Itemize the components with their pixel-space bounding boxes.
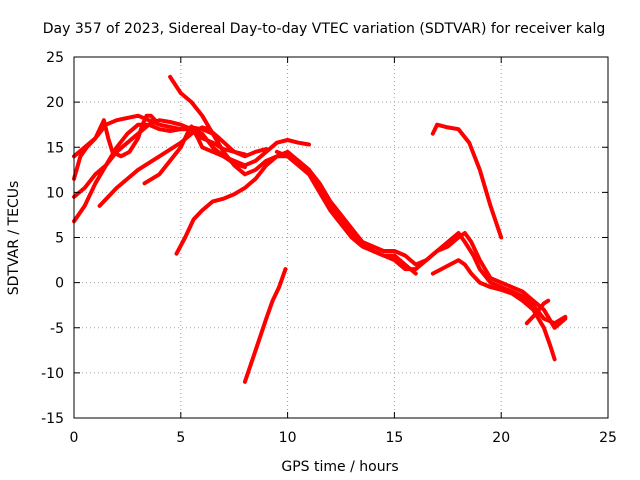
y-tick-label: -15 [41,411,64,427]
chart-title: Day 357 of 2023, Sidereal Day-to-day VTE… [43,21,605,37]
axis-ticks [73,56,609,419]
series-line-arc-6 [142,124,247,186]
x-tick-label: 0 [70,430,79,446]
x-tick-label: 25 [599,430,617,446]
series-line-arc-10 [430,258,557,362]
data-series [72,74,568,384]
y-axis-label: SDTVAR / TECUs [6,181,22,296]
series-line-arc-7 [168,74,418,276]
grid-lines [74,57,608,418]
y-tick-label: 0 [55,276,64,292]
y-tick-label: -5 [50,321,64,337]
series-line-arc-12 [242,267,288,384]
x-tick-label: 5 [176,430,185,446]
series-line-arc-13 [430,122,504,240]
x-axis-label: GPS time / hours [281,459,398,475]
y-tick-label: 15 [46,140,64,156]
series-line-arc-9 [274,149,568,330]
y-tick-label: 5 [55,231,64,247]
series-line-arc-11 [524,298,551,326]
series-line-arc-5 [97,125,269,208]
y-tick-label: -10 [41,366,64,382]
x-tick-label: 20 [492,430,510,446]
x-tick-label: 15 [385,430,403,446]
tick-labels: 0 5 10 15 20 25 -15 -10 -5 0 5 10 15 20 25 [41,50,617,446]
y-tick-label: 20 [46,95,64,111]
series-line-arc-8 [174,149,568,326]
series-line-arc-3 [72,113,158,159]
y-tick-label: 10 [46,185,64,201]
x-tick-label: 10 [279,430,297,446]
y-tick-label: 25 [46,50,64,66]
series-line-arc-4 [72,118,247,199]
